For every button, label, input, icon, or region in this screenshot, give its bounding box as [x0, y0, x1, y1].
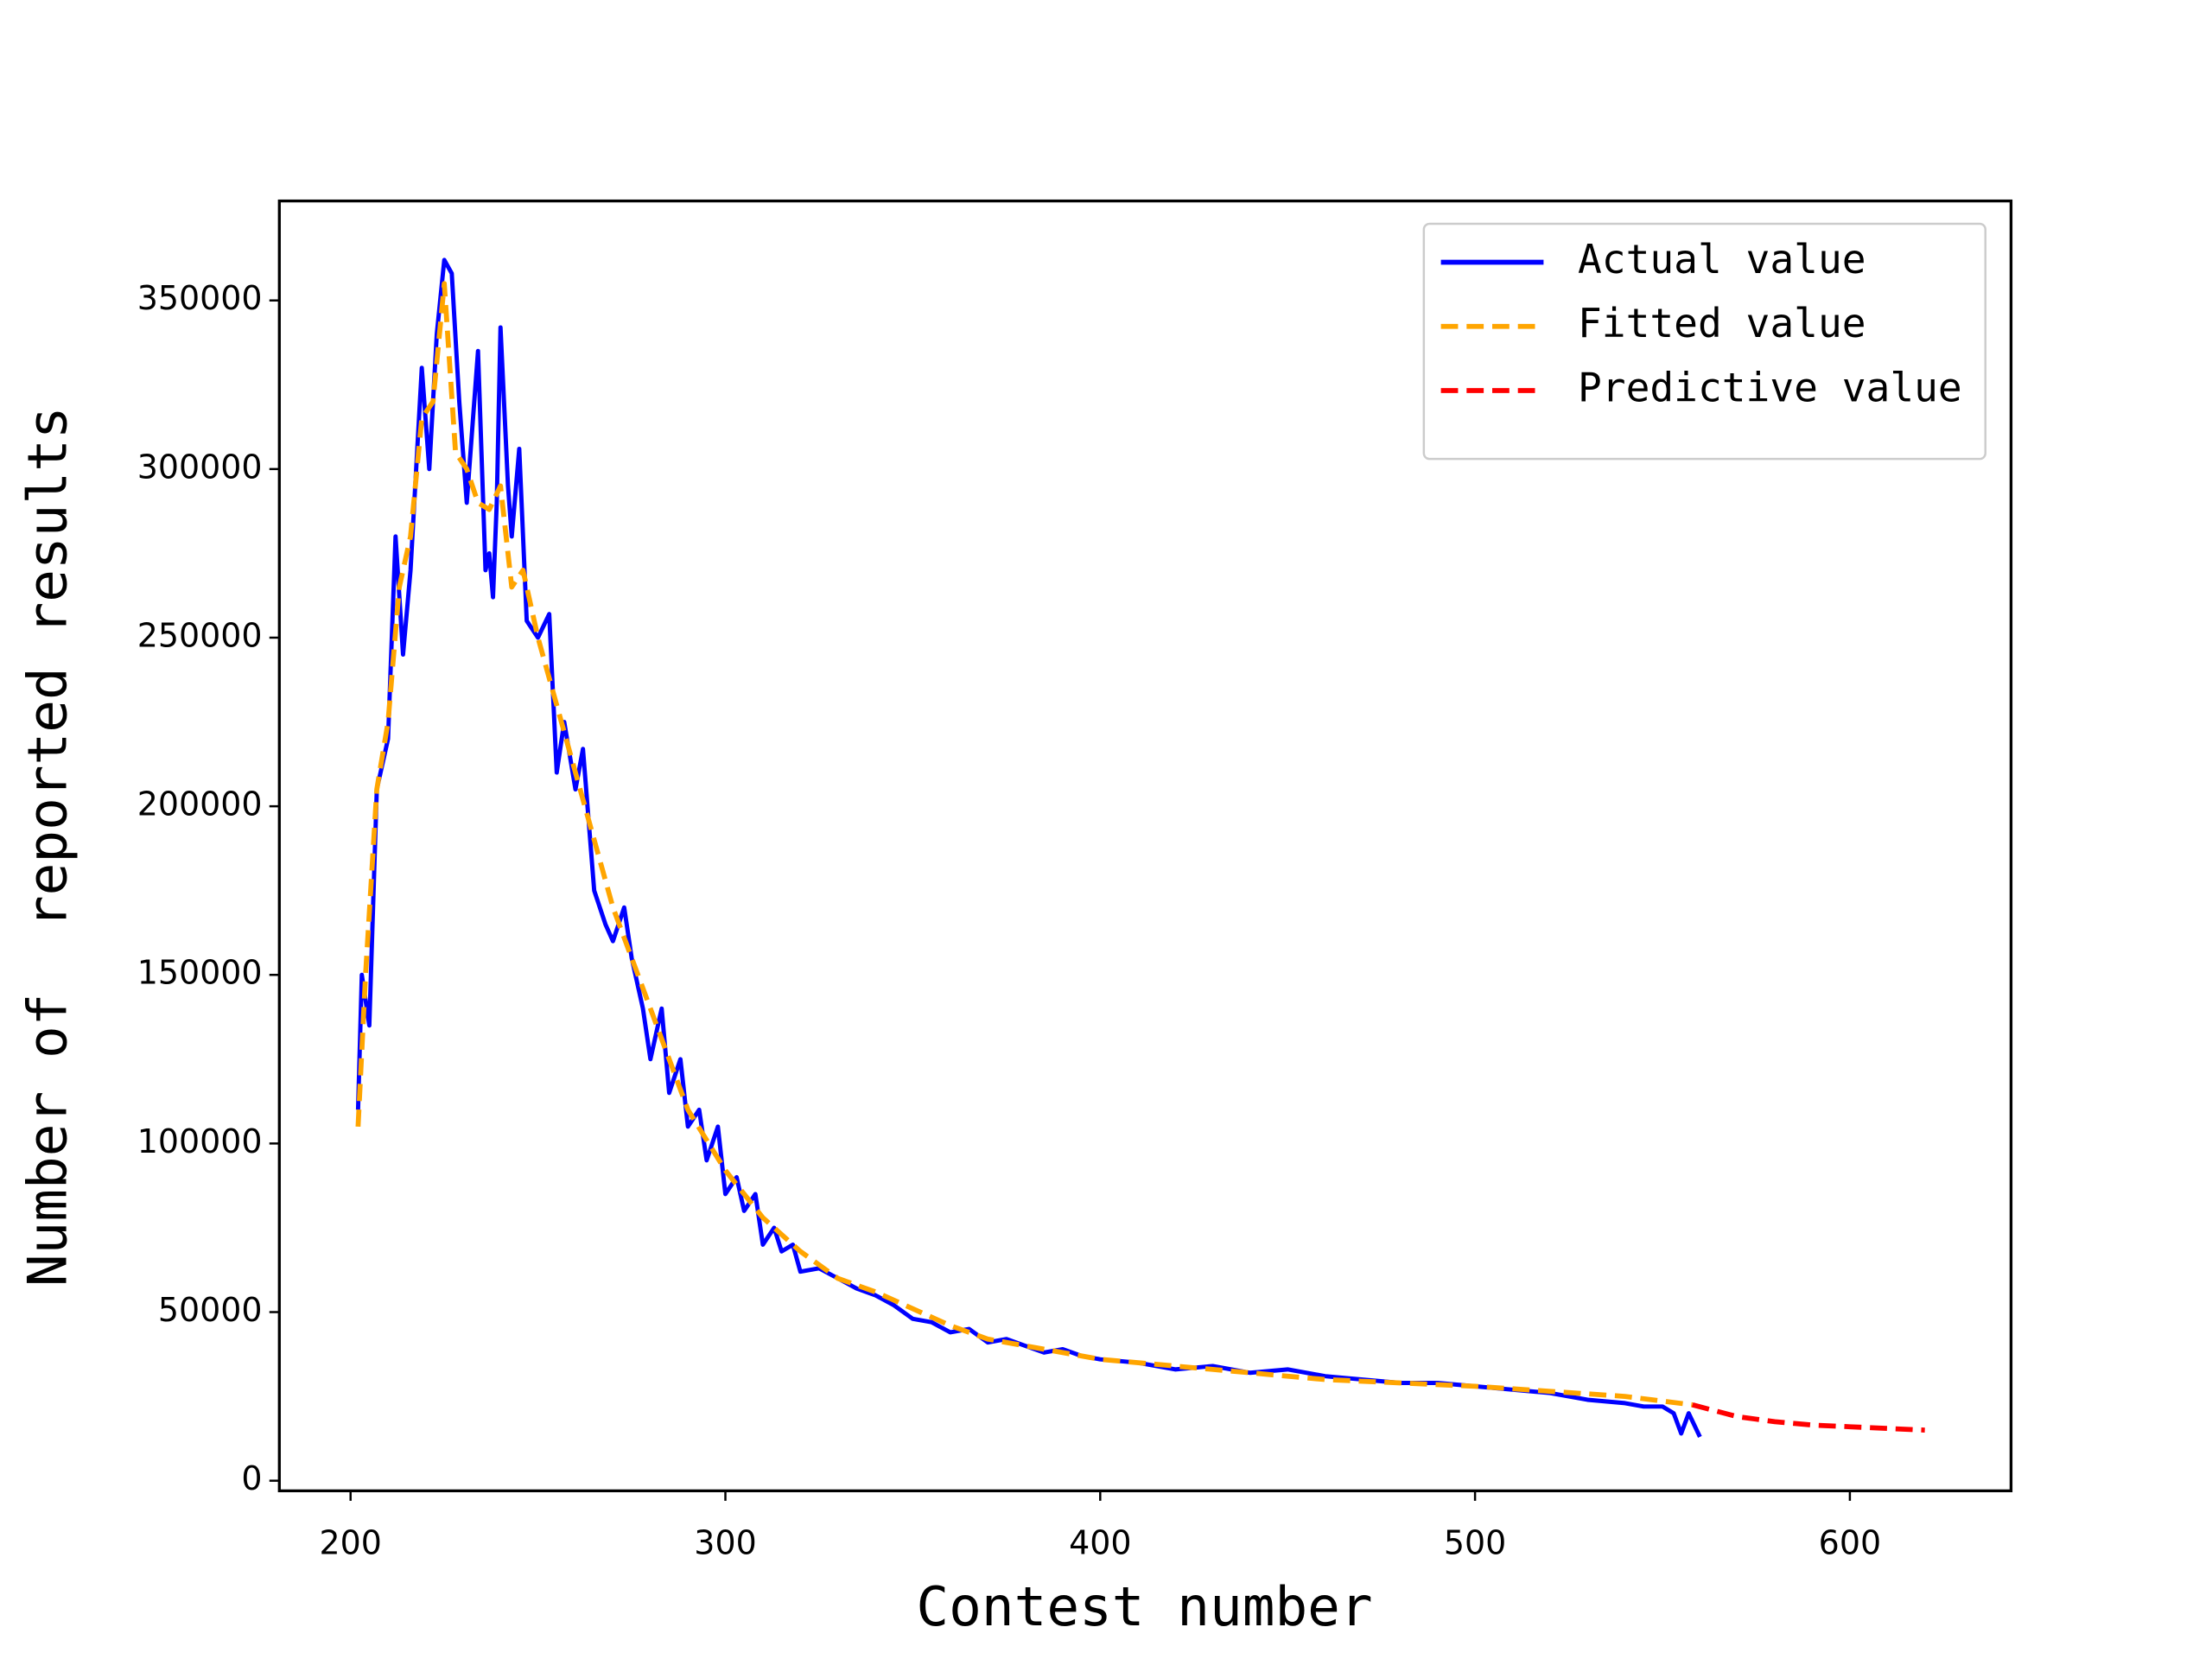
plot-frame: [277, 199, 2013, 1493]
y-tick-label: 300000: [137, 448, 263, 486]
series-line: [1691, 1402, 1925, 1433]
y-tick-label: 250000: [137, 616, 263, 654]
legend-label: Predictive value: [1578, 364, 1962, 410]
y-axis-label: Number of reported results: [16, 406, 79, 1287]
y-tick-label: 350000: [137, 279, 263, 317]
x-tick-label: 300: [694, 1524, 756, 1562]
legend-label: Fitted value: [1578, 300, 1866, 346]
y-tick-label: 200000: [137, 785, 263, 823]
legend-label: Actual value: [1578, 236, 1866, 283]
x-tick-label: 200: [320, 1524, 382, 1562]
legend-box: [1422, 222, 1986, 461]
y-tick-label: 50000: [158, 1291, 263, 1329]
x-tick-label: 500: [1444, 1524, 1506, 1562]
x-tick-label: 400: [1069, 1524, 1131, 1562]
y-tick-label: 0: [241, 1459, 262, 1497]
series-line: [355, 281, 1694, 1408]
x-axis-label: Contest number: [916, 1575, 1372, 1638]
y-tick-label: 100000: [137, 1122, 263, 1160]
x-tick-label: 600: [1819, 1524, 1881, 1562]
y-tick-label: 150000: [137, 954, 263, 992]
